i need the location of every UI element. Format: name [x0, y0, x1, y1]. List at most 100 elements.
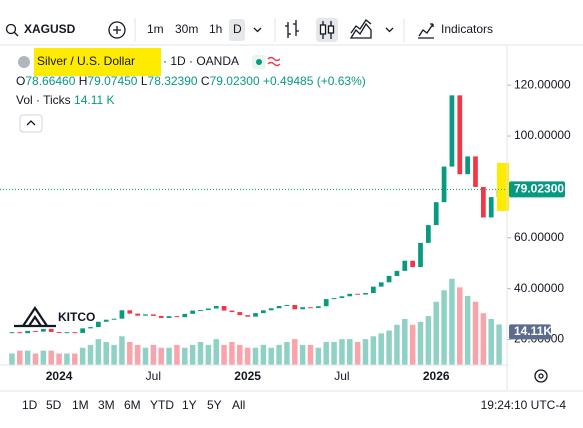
candle	[473, 156, 478, 187]
ohlc-row: O78.66460 H79.07450 L78.32390 C79.02300 …	[16, 74, 366, 88]
range-button[interactable]: YTD	[150, 398, 174, 412]
watermark: KITCO	[58, 310, 95, 324]
candle	[198, 310, 203, 312]
market-open-dot	[256, 59, 262, 65]
interval-button[interactable]: 1m	[147, 22, 164, 36]
candle	[9, 332, 15, 334]
area-style[interactable]	[349, 19, 372, 39]
volume-bar	[174, 344, 180, 365]
volume-bar	[292, 339, 298, 365]
volume-bar	[205, 344, 212, 365]
volume-bar	[480, 313, 487, 365]
y-tick-label: 100.00000	[514, 128, 571, 142]
bars-style[interactable]	[285, 20, 299, 38]
candle	[103, 319, 109, 322]
y-tick-label: 60.00000	[514, 230, 564, 244]
range-button[interactable]: 1D	[22, 398, 38, 412]
candle	[143, 314, 148, 316]
delay-icon[interactable]	[267, 56, 281, 67]
settings-icon	[538, 373, 544, 379]
candle	[386, 275, 392, 283]
active-interval-bg	[229, 19, 245, 41]
volume-bar	[496, 324, 502, 365]
symbol-detail: · 1D · OANDA	[163, 54, 239, 68]
settings-button[interactable]	[534, 369, 548, 383]
volume-bar	[213, 339, 219, 365]
volume-bar	[378, 333, 384, 365]
compare-button[interactable]	[108, 21, 126, 39]
ohlc-label: L	[141, 74, 148, 88]
collapse-button[interactable]	[19, 114, 43, 133]
x-tick-label: Jul	[334, 369, 349, 383]
volume-bar	[284, 342, 290, 365]
search-icon[interactable]	[5, 23, 17, 35]
volume-bar	[24, 350, 31, 365]
candle	[300, 307, 305, 310]
price-label-bg	[509, 181, 565, 198]
volume-bar	[48, 350, 54, 365]
volume-title: Vol · Ticks	[16, 93, 71, 107]
volume-bar	[449, 278, 455, 365]
candle	[166, 316, 172, 318]
candle	[221, 305, 227, 311]
interval-menu[interactable]	[253, 27, 262, 33]
volume-bar	[17, 350, 23, 365]
range-button[interactable]: 1M	[72, 398, 89, 412]
candle	[64, 332, 70, 334]
highlight	[497, 163, 509, 211]
range-button[interactable]: 6M	[124, 398, 141, 412]
volume-bar	[323, 342, 329, 365]
y-tick-label: 120.00000	[514, 77, 571, 91]
candle	[323, 299, 329, 307]
candle	[151, 314, 156, 316]
range-button[interactable]: All	[232, 398, 245, 412]
candle	[72, 332, 78, 334]
volume-bar	[457, 287, 463, 365]
interval-button[interactable]: 1h	[209, 22, 222, 36]
range-button[interactable]: 5D	[46, 398, 62, 412]
volume-bar	[9, 353, 15, 365]
candle	[316, 306, 321, 309]
style-menu[interactable]	[385, 27, 394, 33]
candle	[481, 186, 486, 218]
candle	[371, 286, 376, 294]
interval-button[interactable]: D	[233, 22, 242, 36]
highlight	[34, 48, 161, 76]
volume-bar	[354, 342, 361, 365]
ohlc-value: 79.07450	[87, 74, 137, 88]
range-button[interactable]: 5Y	[207, 398, 222, 412]
ohlc-value: 78.32390	[148, 74, 198, 88]
volume-bar	[221, 344, 227, 365]
symbol-name: Silver / U.S. Dollar	[37, 54, 135, 68]
candle	[96, 321, 101, 328]
volume-bar	[244, 347, 251, 365]
volume-bar	[150, 344, 157, 365]
watermark-logo	[14, 306, 56, 328]
interval-button[interactable]: 30m	[175, 22, 198, 36]
candle	[378, 282, 384, 287]
volume-bar	[119, 336, 125, 365]
candle	[41, 328, 46, 332]
candle	[158, 315, 164, 318]
candle	[402, 260, 408, 271]
range-button[interactable]: 1Y	[182, 398, 197, 412]
candle	[17, 332, 23, 334]
candle	[206, 308, 211, 311]
price-label: 79.02300	[514, 182, 564, 196]
candle	[410, 260, 415, 268]
indicators-icon[interactable]	[418, 23, 434, 39]
range-button[interactable]: 3M	[98, 398, 115, 412]
candle	[292, 304, 298, 310]
candle	[426, 225, 431, 243]
volume-bar	[72, 353, 78, 365]
candle	[433, 202, 439, 226]
indicators-button[interactable]: Indicators	[441, 22, 493, 36]
volume-bar	[95, 339, 102, 365]
volume-bar	[40, 350, 47, 365]
symbol[interactable]: XAGUSD	[24, 22, 76, 36]
x-tick-label: 2025	[234, 369, 261, 383]
candle	[261, 310, 266, 314]
candle	[276, 305, 282, 309]
candle	[418, 242, 423, 268]
